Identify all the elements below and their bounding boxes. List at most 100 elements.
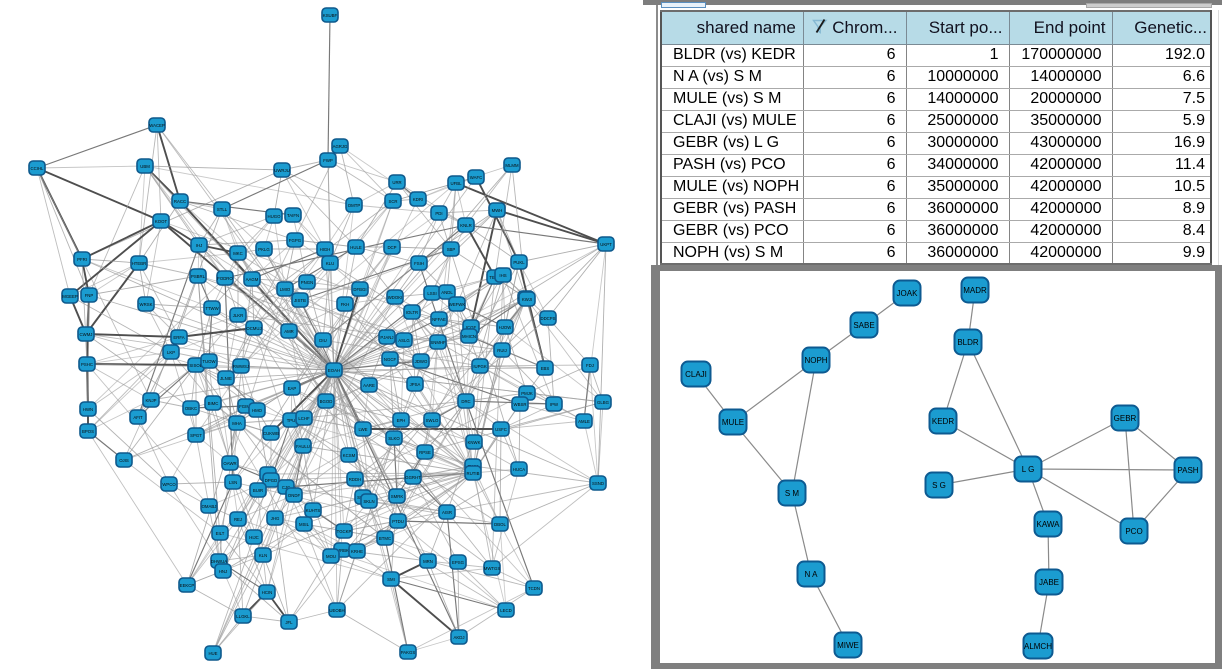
svg-text:KWJI: KWJI (522, 297, 532, 302)
svg-text:SMI: SMI (387, 577, 395, 582)
svg-text:AGRJG: AGRJG (333, 144, 348, 149)
svg-text:BLDR: BLDR (957, 338, 979, 347)
svg-text:N A: N A (805, 570, 819, 579)
svg-text:HTEBR: HTEBR (132, 261, 147, 266)
svg-text:JISTB: JISTB (294, 298, 306, 303)
svg-text:IPW: IPW (550, 402, 559, 407)
svg-text:JLNIE: JLNIE (220, 376, 232, 381)
svg-text:PNGN: PNGN (301, 280, 313, 285)
svg-text:KNJP: KNJP (146, 398, 157, 403)
svg-text:JOAK: JOAK (897, 289, 919, 298)
svg-text:SABE: SABE (853, 321, 874, 330)
svg-text:TGCKP: TGCKP (337, 529, 352, 534)
svg-text:WAFC: WAFC (470, 175, 483, 180)
svg-text:PUKL: PUKL (513, 260, 525, 265)
svg-text:IHS: IHS (499, 273, 506, 278)
svg-text:RUTIB: RUTIB (467, 471, 480, 476)
svg-text:CJC: CJC (282, 485, 290, 490)
svg-text:RDDH: RDDH (349, 477, 361, 482)
svg-text:FGPG: FGPG (289, 238, 302, 243)
svg-text:WDOKI: WDOKI (388, 295, 403, 300)
svg-text:JHG: JHG (271, 516, 280, 521)
svg-text:JLKR: JLKR (233, 313, 244, 318)
svg-text:SNMHF: SNMHF (430, 340, 446, 345)
svg-text:MRN: MRN (423, 559, 433, 564)
svg-text:EAP: EAP (288, 386, 297, 391)
svg-text:FAULU: FAULU (296, 444, 310, 449)
svg-text:L G: L G (1022, 465, 1035, 474)
svg-text:ICGF: ICGF (466, 325, 477, 330)
svg-text:PCO: PCO (1125, 527, 1142, 536)
svg-text:AISR: AISR (442, 510, 452, 515)
svg-text:JABE: JABE (1039, 578, 1059, 587)
svg-text:TPU: TPU (287, 418, 296, 423)
svg-text:AMR: AMR (284, 329, 294, 334)
svg-text:FKH: FKH (341, 302, 350, 307)
svg-text:MSIL: MSIL (299, 522, 310, 527)
svg-text:MADR: MADR (963, 286, 987, 295)
svg-text:FGIMA: FGIMA (239, 404, 253, 409)
svg-text:UBM: UBM (140, 164, 150, 169)
svg-text:OJIS: OJIS (119, 458, 129, 463)
svg-text:SISOE: SISOE (189, 363, 202, 368)
svg-text:BIMC: BIMC (208, 401, 219, 406)
svg-text:JFL: JFL (285, 620, 293, 625)
svg-text:ASLG: ASLG (398, 338, 410, 343)
svg-text:CLAJI: CLAJI (685, 370, 707, 379)
svg-text:GEBR: GEBR (1114, 414, 1137, 423)
svg-text:SBP: SBP (447, 247, 456, 252)
svg-text:KAWA: KAWA (1037, 520, 1061, 529)
svg-text:EBS: EBS (541, 366, 550, 371)
svg-text:HUGO: HUGO (268, 214, 282, 219)
svg-text:MGEEP: MGEEP (62, 294, 78, 299)
svg-text:HCIN: HCIN (262, 590, 273, 595)
svg-text:RUIJ: RUIJ (497, 348, 507, 353)
svg-text:MIWE: MIWE (837, 641, 859, 650)
svg-text:OCMUJ: OCMUJ (246, 326, 261, 331)
svg-text:DCP: DCP (387, 245, 396, 250)
svg-text:GLBG: GLBG (597, 400, 610, 405)
svg-text:HWN: HWN (83, 407, 93, 412)
svg-text:PJANJ: PJANJ (380, 335, 393, 340)
svg-text:EILT: EILT (216, 531, 225, 536)
svg-text:JPSA: JPSA (410, 382, 421, 387)
svg-text:HUE: HUE (208, 651, 217, 656)
svg-text:KOOT: KOOT (155, 219, 168, 224)
svg-text:AARE: AARE (363, 383, 375, 388)
svg-text:MWH: MWH (492, 208, 503, 213)
svg-text:PMJK: PMJK (521, 391, 533, 396)
svg-text:KRHE: KRHE (351, 549, 363, 554)
svg-text:LMIO: LMIO (280, 287, 291, 292)
svg-text:WRSK: WRSK (140, 302, 153, 307)
svg-text:ERFA: ERFA (173, 335, 184, 340)
svg-text:ALMCH: ALMCH (1024, 642, 1052, 651)
svg-text:KNLR: KNLR (460, 223, 471, 228)
svg-text:BJRBK: BJRBK (335, 548, 349, 553)
svg-text:USFC: USFC (495, 427, 507, 432)
svg-text:NOPH: NOPH (804, 356, 827, 365)
svg-text:FSIH: FSIH (414, 261, 424, 266)
svg-text:KLN: KLN (259, 553, 267, 558)
svg-text:IOLTR: IOLTR (406, 310, 418, 315)
svg-text:NGCF: NGCF (384, 357, 397, 362)
svg-text:ONDF: ONDF (288, 493, 301, 498)
svg-text:MULE: MULE (722, 418, 744, 427)
svg-text:TTWW: TTWW (205, 306, 219, 311)
svg-text:UEOBH: UEOBH (329, 608, 344, 613)
svg-text:IUPGK: IUPGK (473, 364, 487, 369)
svg-text:WPCO: WPCO (162, 482, 176, 487)
svg-text:URR: URR (392, 180, 401, 185)
svg-text:MKC: MKC (233, 251, 243, 256)
svg-text:KLU: KLU (326, 261, 334, 266)
svg-text:EPSG: EPSG (452, 560, 465, 565)
svg-text:KSUBF: KSUBF (323, 13, 338, 18)
svg-text:EOAH: EOAH (328, 368, 340, 373)
svg-text:LSN: LSN (229, 480, 237, 485)
svg-text:WACEP: WACEP (149, 123, 165, 128)
svg-text:MLMM: MLMM (505, 163, 519, 168)
svg-text:AMLE: AMLE (578, 419, 590, 424)
svg-text:RPSE: RPSE (419, 450, 431, 455)
svg-text:KDRI: KDRI (413, 197, 423, 202)
svg-text:SCR: SCR (388, 199, 397, 204)
svg-text:AKDJ: AKDJ (454, 635, 465, 640)
